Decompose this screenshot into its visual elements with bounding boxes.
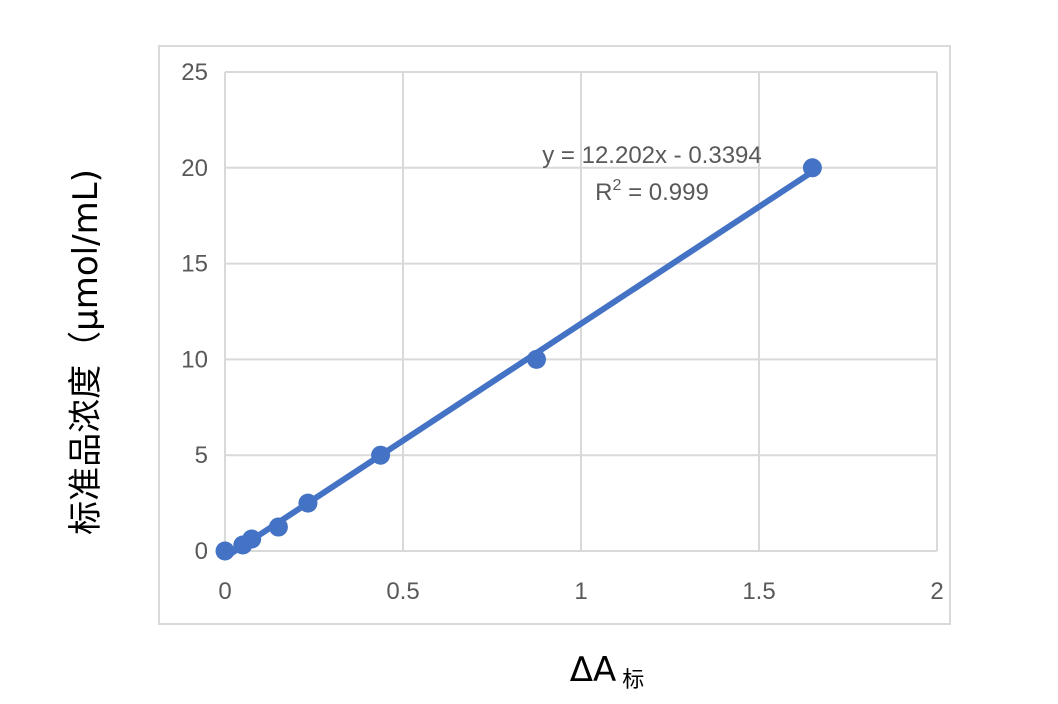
y-tick-label: 10 bbox=[181, 346, 208, 373]
x-tick-label: 2 bbox=[930, 578, 943, 605]
x-tick-label: 1 bbox=[574, 578, 587, 605]
x-tick-label: 1.5 bbox=[742, 578, 775, 605]
x-tick-label: 0 bbox=[218, 578, 231, 605]
data-points bbox=[215, 158, 822, 561]
gridlines bbox=[224, 71, 938, 552]
trendline-equation: y = 12.202x - 0.3394 bbox=[542, 142, 762, 169]
y-tick-label: 0 bbox=[195, 538, 208, 565]
trendline bbox=[222, 168, 816, 561]
r-squared-value: = 0.999 bbox=[621, 179, 708, 206]
x-tick-labels: 0 0.5 1 1.5 2 bbox=[218, 578, 943, 605]
y-tick-label: 15 bbox=[181, 251, 208, 278]
y-tick-labels: 0 5 10 15 20 25 bbox=[181, 59, 208, 565]
y-tick-label: 5 bbox=[195, 442, 208, 469]
x-axis-title-main: ΔA bbox=[570, 650, 617, 690]
data-point bbox=[802, 158, 822, 178]
r-squared-label: R2 = 0.999 bbox=[595, 177, 709, 206]
x-tick-label: 0.5 bbox=[386, 578, 419, 605]
data-point bbox=[215, 541, 235, 561]
data-point bbox=[527, 349, 546, 369]
x-axis-title: ΔA 标 bbox=[570, 650, 645, 693]
data-point bbox=[298, 493, 318, 513]
y-tick-label: 20 bbox=[181, 155, 208, 182]
chart-area-border bbox=[158, 45, 951, 625]
data-point bbox=[268, 517, 288, 537]
r-squared-prefix: R bbox=[595, 179, 612, 206]
data-point bbox=[242, 529, 262, 549]
r-squared-superscript: 2 bbox=[613, 177, 622, 194]
data-point bbox=[371, 445, 391, 465]
y-axis-title: 标准品浓度（μmol/mL) bbox=[66, 169, 106, 535]
y-tick-label: 25 bbox=[181, 59, 208, 86]
x-axis-title-subscript: 标 bbox=[622, 668, 644, 693]
trendline-group bbox=[222, 168, 816, 561]
